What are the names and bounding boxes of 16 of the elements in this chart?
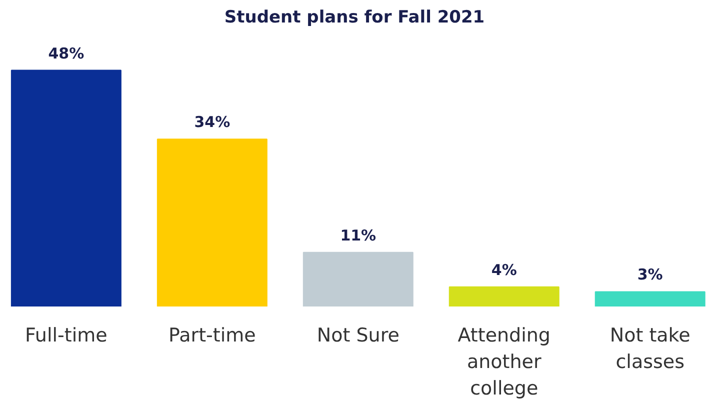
x-tick-label: Full-time bbox=[25, 324, 108, 346]
x-tick-label: Not take classes bbox=[610, 324, 690, 373]
bar bbox=[302, 252, 414, 306]
x-tick-label: Part-time bbox=[168, 324, 256, 346]
x-tick-label: Not Sure bbox=[316, 324, 400, 346]
data-label: 4% bbox=[491, 260, 517, 279]
bar bbox=[448, 286, 560, 306]
data-label: 3% bbox=[637, 266, 663, 284]
x-tick-label: Attending another college bbox=[458, 324, 551, 400]
bar bbox=[10, 70, 122, 306]
data-label: 11% bbox=[340, 226, 376, 244]
chart-title: Student plans for Fall 2021 bbox=[224, 8, 485, 28]
data-label: 48% bbox=[48, 44, 84, 62]
bar bbox=[156, 138, 268, 306]
data-label: 34% bbox=[194, 113, 230, 132]
bar bbox=[594, 291, 706, 306]
